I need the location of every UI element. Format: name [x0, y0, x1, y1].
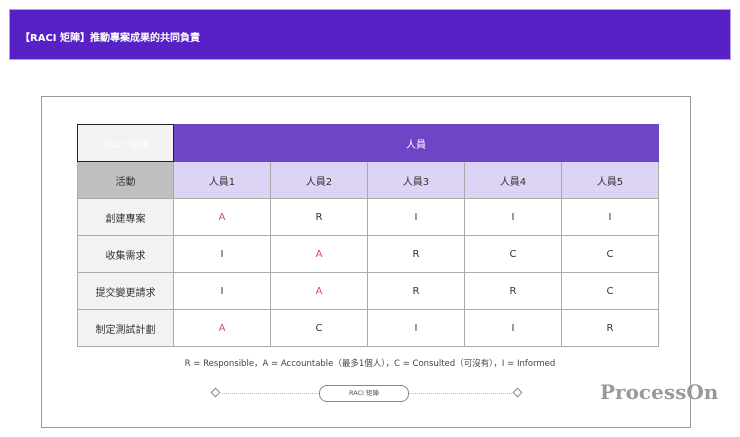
- person-header: 人員4: [464, 161, 562, 199]
- raci-cell: R: [464, 272, 562, 310]
- raci-cell: C: [270, 309, 368, 347]
- legend-text: R = Responsible，A = Accountable（最多1個人），C…: [184, 359, 556, 369]
- table-row: 收集需求 I A R C C: [77, 235, 659, 273]
- raci-cell: R: [367, 235, 465, 273]
- raci-cell: I: [367, 198, 465, 236]
- people-group-header: 人員: [173, 124, 659, 162]
- activity-cell: 提交變更請求: [77, 272, 174, 310]
- corner-cell: RACI 矩陣: [77, 124, 174, 162]
- activity-header: 活動: [77, 161, 174, 199]
- table-row: 創建專案 A R I I I: [77, 198, 659, 236]
- connector-line-left: [222, 393, 319, 394]
- activity-cell: 創建專案: [77, 198, 174, 236]
- raci-cell: I: [173, 272, 271, 310]
- banner-title: 【RACI 矩陣】推動專案成果的共同負責: [20, 33, 200, 44]
- raci-cell: A: [270, 235, 368, 273]
- raci-cell: A: [173, 309, 271, 347]
- activity-cell: 制定測試計劃: [77, 309, 174, 347]
- raci-cell: C: [561, 272, 659, 310]
- table-row: 提交變更請求 I A R R C: [77, 272, 659, 310]
- person-header: 人員1: [173, 161, 271, 199]
- table-row: 制定測試計劃 A C I I R: [77, 309, 659, 347]
- raci-cell: I: [464, 309, 562, 347]
- raci-table: RACI 矩陣 人員 活動 人員1 人員2 人員3 人員4 人員5 創建專案 A R I I I 收…: [77, 124, 659, 347]
- raci-cell: R: [367, 272, 465, 310]
- raci-cell: I: [464, 198, 562, 236]
- raci-cell: I: [367, 309, 465, 347]
- title-banner: 【RACI 矩陣】推動專案成果的共同負責: [9, 9, 731, 60]
- raci-cell: C: [464, 235, 562, 273]
- raci-cell: I: [561, 198, 659, 236]
- raci-cell: A: [270, 272, 368, 310]
- activity-cell: 收集需求: [77, 235, 174, 273]
- caption-pill: RACI 矩陣: [319, 385, 409, 402]
- person-header: 人員3: [367, 161, 465, 199]
- canvas-frame: [41, 96, 691, 428]
- connector-line-right: [409, 393, 512, 394]
- person-header: 人員5: [561, 161, 659, 199]
- raci-cell: I: [173, 235, 271, 273]
- person-header: 人員2: [270, 161, 368, 199]
- raci-cell: C: [561, 235, 659, 273]
- raci-cell: A: [173, 198, 271, 236]
- raci-cell: R: [270, 198, 368, 236]
- raci-cell: R: [561, 309, 659, 347]
- watermark-logo: ProcessOn: [600, 380, 719, 404]
